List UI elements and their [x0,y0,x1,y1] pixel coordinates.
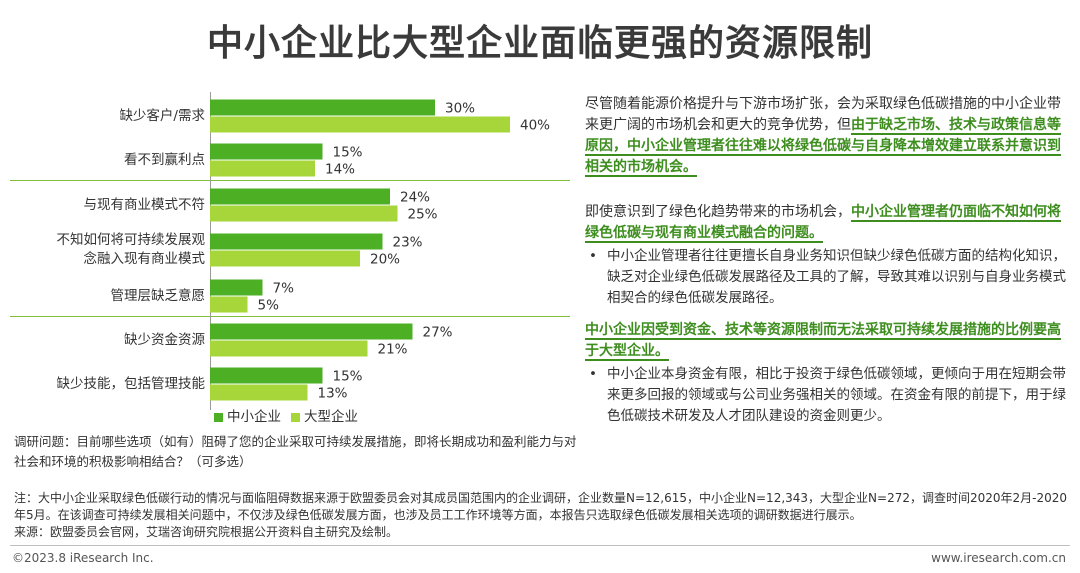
copyright: ©2023.8 iResearch Inc. [12,551,154,565]
bar-large [210,340,368,357]
data-label: 24% [400,190,430,206]
category-label-line: 管理层缺乏意愿 [110,287,206,304]
data-label: 23% [393,235,423,251]
data-label: 30% [445,101,475,117]
legend-label: 中小企业 [227,409,281,425]
category-label: 缺少技能，包括管理技能 [10,375,206,394]
bar-sme [210,367,323,384]
category-label: 管理层缺乏意愿 [10,287,206,306]
bar-chart: 30% 40% 15% 14% 24% 25% 23% 20% 7% 5% 27% 21% 15% 13% [10,92,570,432]
data-label: 7% [273,281,295,297]
group-separator [10,180,570,181]
insight-text: 尽管随着能源价格提升与下游市场扩张，会为采取绿色低碳措施的中小企业带来更广阔的市… [585,96,1061,133]
category-label-line: 不知如何将可持续发展观 [56,232,206,248]
bar-large [210,160,315,177]
insight-3: 中小企业因受到资金、技术等资源限制而无法采取可持续发展措施的比例要高于大型企业。 [585,320,1070,362]
survey-question: 调研问题：目前哪些选项（如有）阻碍了您的企业采取可持续发展措施，即将长期成功和盈… [14,434,577,469]
footnote: 注：大中小企业采取绿色低碳行动的情况与面临阻碍数据来源于欧盟委员会对其成员国范围… [14,490,1074,541]
page-title: 中小企业比大型企业面临更强的资源限制 [206,23,873,64]
bullet-dot: • [589,366,597,382]
data-label: 20% [370,252,400,268]
bar-sme [210,323,413,340]
insight-3-bullet: • 中小企业本身资金有限，相比于投资于绿色低碳领域，更倾向于用在短期会带来更多回… [585,364,1070,427]
bar-large [210,250,360,267]
legend-item-sme: 中小企业 [214,405,281,425]
data-label: 21% [378,342,408,358]
data-label: 15% [333,369,363,385]
data-label: 13% [318,386,348,402]
insight-2-bullet: • 中小企业管理者往往更擅长自身业务知识但缺少绿色低碳方面的结构化知识，缺乏对企… [585,246,1070,309]
category-label: 缺少客户/需求 [10,107,205,126]
data-label: 25% [408,207,438,223]
bar-large [210,296,248,313]
bar-sme [210,233,383,250]
legend-swatch [291,412,300,422]
bullet-dot: • [589,248,597,264]
category-label-line: 缺少客户/需求 [119,107,205,124]
bullet-text: 中小企业本身资金有限，相比于投资于绿色低碳领域，更倾向于用在短期会带来更多回报的… [607,366,1066,424]
data-label: 27% [423,325,453,341]
insight-highlight: 中小企业因受到资金、技术等资源限制而无法采取可持续发展措施的比例要高于大型企业。 [585,322,1061,361]
insight-highlight: 由于缺乏市场、技术与政策信息等原因，中小企业管理者往往难以将绿色低碳与自身降本增… [585,117,1061,177]
data-label: 5% [258,298,280,314]
bar-large [210,205,398,222]
data-label: 40% [520,118,550,134]
bullet-text: 中小企业管理者往往更擅长自身业务知识但缺少绿色低碳方面的结构化知识，缺乏对企业绿… [607,248,1066,306]
insight-2: 即使意识到了绿色化趋势带来的市场机会，中小企业管理者仍面临不知如何将绿色低碳与现… [585,202,1070,244]
bar-sme [210,279,263,296]
category-label-line: 念融入现有商业模式 [83,251,206,267]
legend-item-large: 大型企业 [291,405,358,425]
category-label-line: 看不到赢利点 [124,151,205,168]
category-label-line: 缺少资金资源 [124,331,205,348]
bar-sme [210,188,390,205]
bar-large [210,384,308,401]
source-text: 来源：欧盟委员会官网，艾瑞咨询研究院根据公开资料自主研究及绘制。 [14,525,399,539]
category-label: 不知如何将可持续发展观念融入现有商业模式 [10,231,206,269]
chart-legend: 中小企业 大型企业 [214,405,358,425]
category-label-line: 与现有商业模式不符 [83,196,206,213]
legend-label: 大型企业 [304,409,358,425]
insight-highlight: 中小企业管理者仍面临不知如何将绿色低碳与现有商业模式融合的问题。 [585,204,1061,243]
category-label: 与现有商业模式不符 [10,196,206,215]
website-link[interactable]: www.iresearch.com.cn [931,551,1066,565]
insight-1: 尽管随着能源价格提升与下游市场扩张，会为采取绿色低碳措施的中小企业带来更广阔的市… [585,94,1070,178]
note-text: 注：大中小企业采取绿色低碳行动的情况与面临阻碍数据来源于欧盟委员会对其成员国范围… [14,491,1068,522]
category-label: 缺少资金资源 [10,331,205,350]
bar-sme [210,99,435,116]
bar-sme [210,143,323,160]
data-label: 14% [325,162,355,178]
insight-text: 即使意识到了绿色化趋势带来的市场机会， [585,204,851,220]
category-label-line: 缺少技能，包括管理技能 [56,375,206,392]
bar-large [210,116,510,133]
group-separator [10,316,570,317]
footer-divider [10,545,1070,546]
legend-swatch [214,412,223,422]
data-label: 15% [333,145,363,161]
category-label: 看不到赢利点 [10,151,205,170]
